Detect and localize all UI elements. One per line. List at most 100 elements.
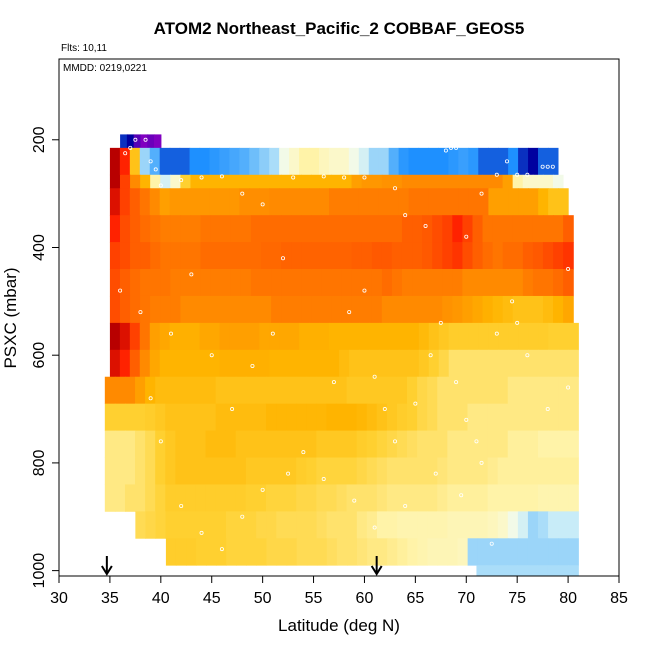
sample-point: [454, 145, 459, 150]
heatmap-cell: [329, 188, 340, 216]
heatmap-cell: [316, 484, 328, 512]
heatmap-cell: [279, 188, 290, 216]
sample-point: [270, 331, 275, 336]
heatmap-cell: [326, 484, 338, 512]
heatmap-cell: [271, 242, 282, 270]
heatmap-cell: [240, 215, 252, 243]
chart-title: ATOM2 Northeast_Pacific_2 COBBAF_GEOS5: [154, 19, 525, 38]
heatmap-cell: [130, 269, 141, 297]
heatmap-cell: [230, 295, 242, 324]
heatmap-cell: [229, 349, 241, 378]
heatmap-cell: [114, 457, 126, 485]
heatmap-cell: [104, 403, 116, 431]
heatmap-cell: [371, 295, 383, 324]
heatmap-cell: [508, 147, 519, 176]
heatmap-cell: [109, 349, 121, 378]
sample-point: [260, 202, 265, 207]
heatmap-cell: [507, 376, 519, 405]
heatmap-cell: [245, 403, 257, 431]
sample-point: [158, 439, 163, 444]
x-axis-label: Latitude (deg N): [278, 616, 400, 635]
heatmap-cell: [339, 188, 350, 216]
heatmap-cell: [250, 174, 262, 189]
heatmap-cell: [341, 269, 353, 297]
heatmap-cell: [286, 376, 297, 405]
sample-point: [494, 331, 499, 336]
heatmap-cell: [442, 242, 453, 270]
sample-point: [352, 498, 357, 503]
heatmap-cell: [542, 174, 554, 189]
heatmap-cell: [291, 295, 302, 324]
heatmap-cell: [130, 174, 141, 189]
heatmap-cell: [160, 295, 171, 324]
y-tick-label: 800: [31, 449, 48, 476]
heatmap-cell: [371, 215, 383, 243]
sample-point: [464, 417, 469, 422]
heatmap-cell: [492, 242, 504, 270]
heatmap-cell: [229, 322, 241, 351]
heatmap-cell: [468, 322, 480, 351]
heatmap-cell: [240, 269, 252, 297]
sample-point: [143, 137, 148, 142]
heatmap-cell: [250, 269, 262, 297]
heatmap-cell: [396, 457, 408, 485]
x-tick-label: 45: [203, 590, 221, 607]
heatmap-cell: [255, 484, 267, 512]
heatmap-cell: [532, 174, 544, 189]
heatmap-cell: [477, 484, 489, 512]
heatmap-cell: [190, 174, 202, 189]
heatmap-cell: [487, 484, 499, 512]
heatmap-cell: [104, 376, 116, 405]
heatmap-cell: [482, 242, 494, 270]
heatmap-cell: [391, 215, 403, 243]
heatmap-cell: [427, 484, 438, 512]
heatmap-cell: [488, 322, 500, 351]
heatmap-cell: [276, 376, 287, 405]
heatmap-cell: [155, 511, 167, 539]
heatmap-cell: [235, 484, 247, 512]
sample-point: [331, 380, 336, 385]
heatmap-cell: [507, 484, 519, 512]
heatmap-cell: [361, 295, 373, 324]
heatmap-cell: [532, 215, 544, 243]
heatmap-cell: [422, 215, 433, 243]
heatmap-cell: [487, 430, 499, 458]
heatmap-cell: [150, 269, 161, 297]
sample-point: [428, 353, 433, 358]
heatmap-cell: [226, 538, 237, 566]
heatmap-cell: [246, 538, 258, 566]
heatmap-cell: [478, 322, 490, 351]
heatmap-cell: [255, 403, 267, 431]
heatmap-cell: [467, 457, 479, 485]
heatmap-cell: [159, 322, 171, 351]
heatmap-cell: [209, 147, 221, 176]
heatmap-cell: [299, 322, 310, 351]
sample-point: [240, 514, 245, 519]
heatmap-cell: [437, 376, 448, 405]
sample-point: [250, 363, 255, 368]
heatmap-cell: [245, 484, 257, 512]
heatmap-cell: [346, 484, 358, 512]
heatmap-cell: [557, 565, 569, 577]
heatmap-cell: [296, 484, 307, 512]
heatmap-cell: [316, 403, 328, 431]
heatmap-cell: [532, 242, 544, 270]
heatmap-cell: [547, 147, 559, 176]
heatmap-cell: [542, 215, 554, 243]
heatmap-cell: [299, 349, 310, 378]
heatmap-cell: [508, 188, 519, 216]
heatmap-cell: [291, 174, 302, 189]
heatmap-cell: [401, 295, 413, 324]
heatmap-cell: [527, 403, 539, 431]
heatmap-cell: [216, 538, 227, 566]
heatmap-cell: [346, 457, 358, 485]
sample-point: [118, 288, 123, 293]
heatmap-cell: [109, 215, 121, 243]
heatmap-cell: [306, 430, 317, 458]
heatmap-cell: [452, 174, 463, 189]
sample-point: [321, 174, 326, 179]
heatmap-cell: [558, 457, 569, 485]
heatmap-cell: [476, 565, 488, 577]
heatmap-cell: [119, 295, 131, 324]
heatmap-cell: [418, 147, 430, 176]
